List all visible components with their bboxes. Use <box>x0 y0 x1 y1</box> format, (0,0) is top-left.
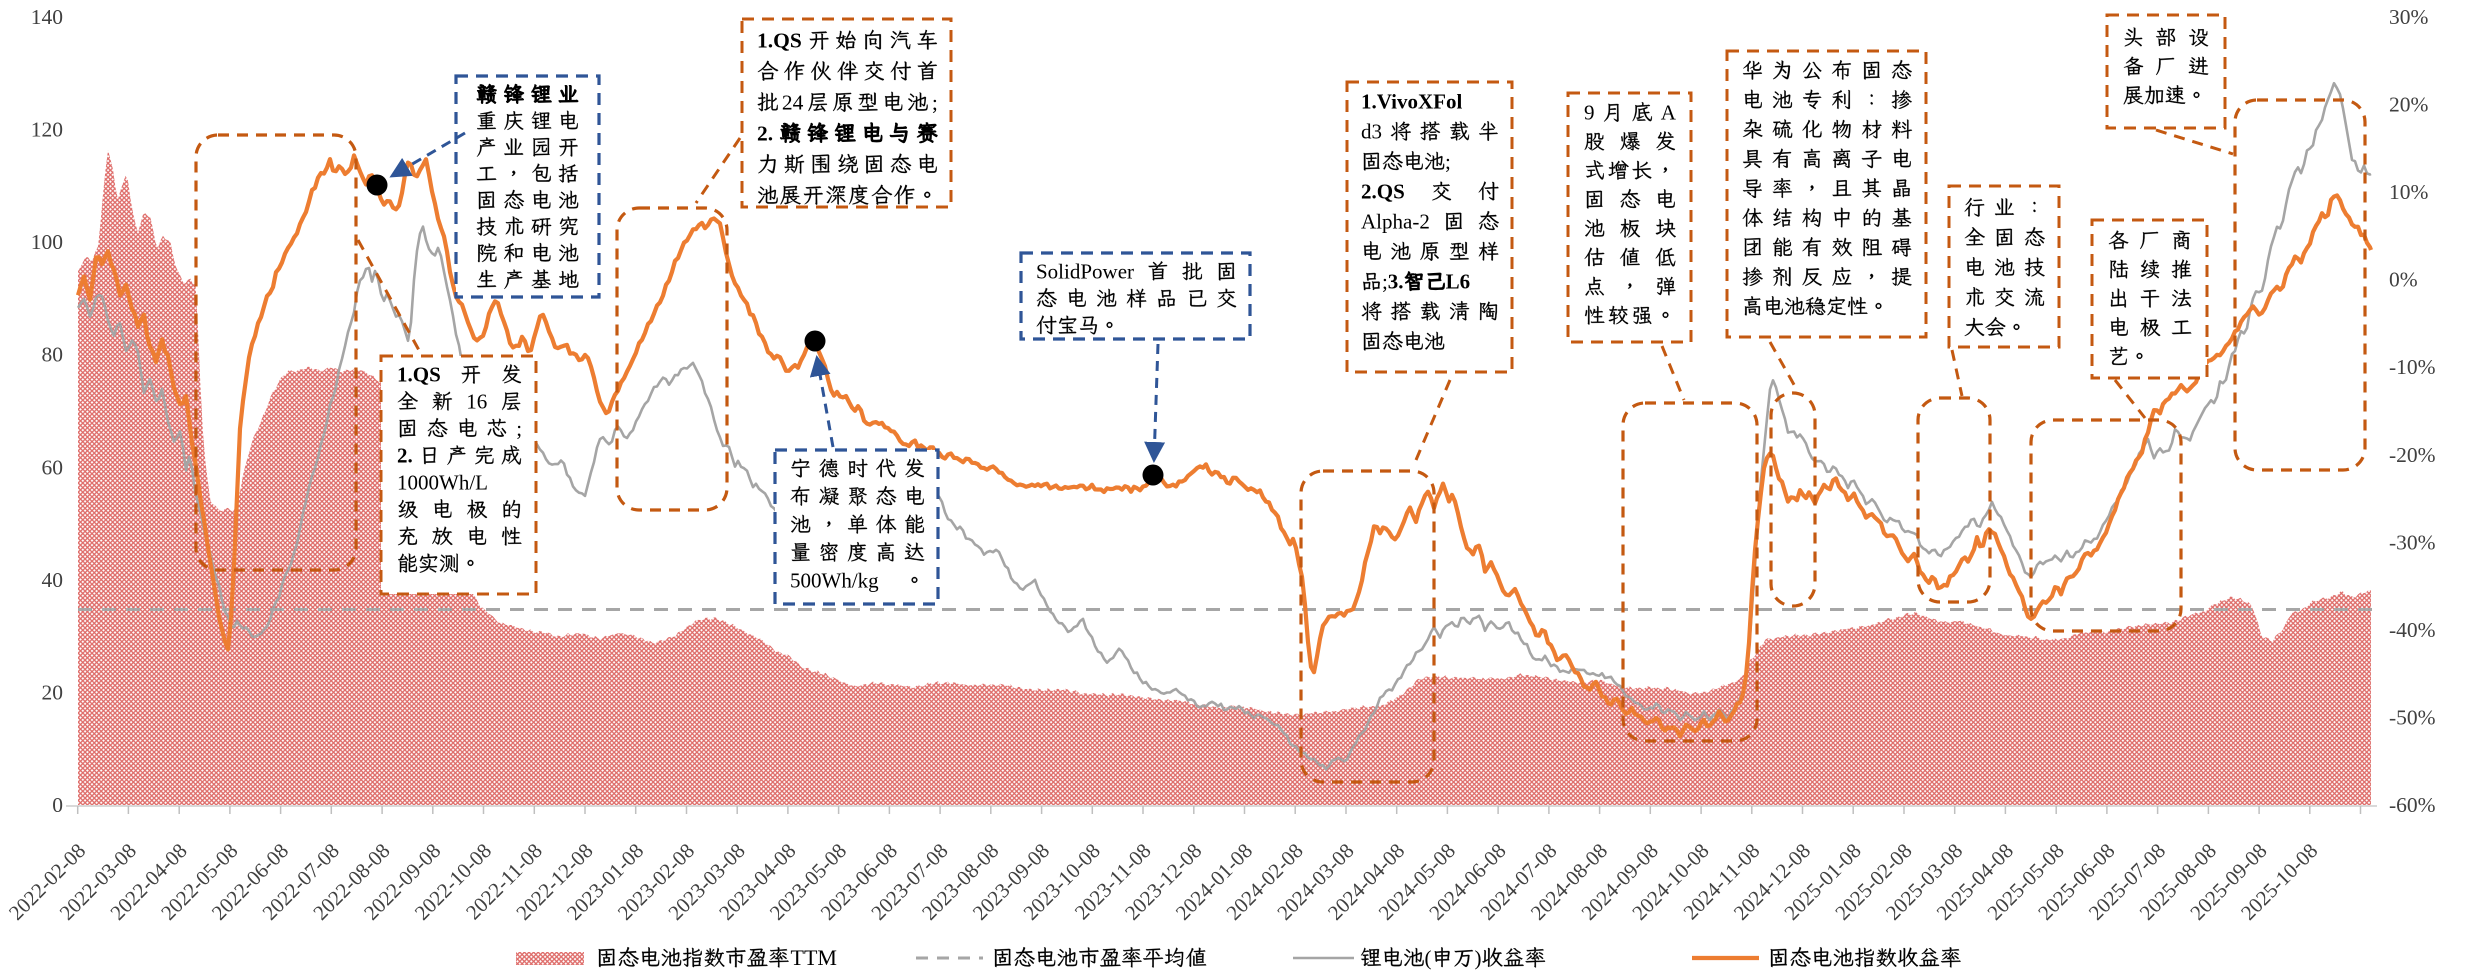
svg-text:100: 100 <box>31 230 63 254</box>
svg-text:(: ( <box>1425 946 1432 970</box>
svg-text:40: 40 <box>42 568 64 592</box>
svg-text:20%: 20% <box>2389 93 2429 117</box>
svg-text:-20%: -20% <box>2389 443 2436 467</box>
svg-text:-30%: -30% <box>2389 530 2436 554</box>
svg-text:60: 60 <box>42 455 64 479</box>
svg-text:2.: 2. <box>397 444 413 468</box>
svg-text:30%: 30% <box>2389 5 2429 29</box>
svg-text:;: ; <box>1445 150 1451 174</box>
svg-text:Alpha-2: Alpha-2 <box>1361 210 1430 234</box>
svg-text:10%: 10% <box>2389 180 2429 204</box>
svg-text:VivoXFol: VivoXFol <box>1377 90 1463 114</box>
svg-text:SolidPower: SolidPower <box>1036 260 1134 284</box>
svg-text:-10%: -10% <box>2389 355 2436 379</box>
svg-text:;: ; <box>1382 270 1388 294</box>
svg-text:d3: d3 <box>1361 120 1382 144</box>
svg-text:2.QS: 2.QS <box>1361 180 1405 204</box>
svg-text:500Wh/kg: 500Wh/kg <box>790 569 879 593</box>
svg-text:;: ; <box>932 91 938 115</box>
svg-text:0%: 0% <box>2389 268 2418 292</box>
svg-text:-60%: -60% <box>2389 793 2436 817</box>
svg-text:0: 0 <box>52 793 63 817</box>
svg-text:80: 80 <box>42 343 64 367</box>
svg-text:1.: 1. <box>1361 90 1377 114</box>
svg-text:20: 20 <box>42 680 64 704</box>
svg-text:): ) <box>1475 946 1482 970</box>
svg-text:3.: 3. <box>1388 270 1404 294</box>
svg-text:24: 24 <box>782 91 804 115</box>
svg-text:1.QS: 1.QS <box>397 363 441 387</box>
svg-text:-50%: -50% <box>2389 706 2436 730</box>
svg-text:L6: L6 <box>1446 270 1471 294</box>
svg-text:;: ; <box>516 417 522 441</box>
svg-text:A: A <box>1661 101 1677 125</box>
svg-text:2.: 2. <box>757 122 773 146</box>
svg-text:16: 16 <box>466 390 487 414</box>
svg-text:TTM: TTM <box>791 945 837 970</box>
svg-text:1.QS: 1.QS <box>757 29 802 53</box>
svg-text:-40%: -40% <box>2389 618 2436 642</box>
svg-text:1000Wh/L: 1000Wh/L <box>397 471 488 495</box>
svg-text:9: 9 <box>1584 101 1595 125</box>
svg-text:140: 140 <box>31 5 63 29</box>
svg-text:120: 120 <box>31 118 63 142</box>
